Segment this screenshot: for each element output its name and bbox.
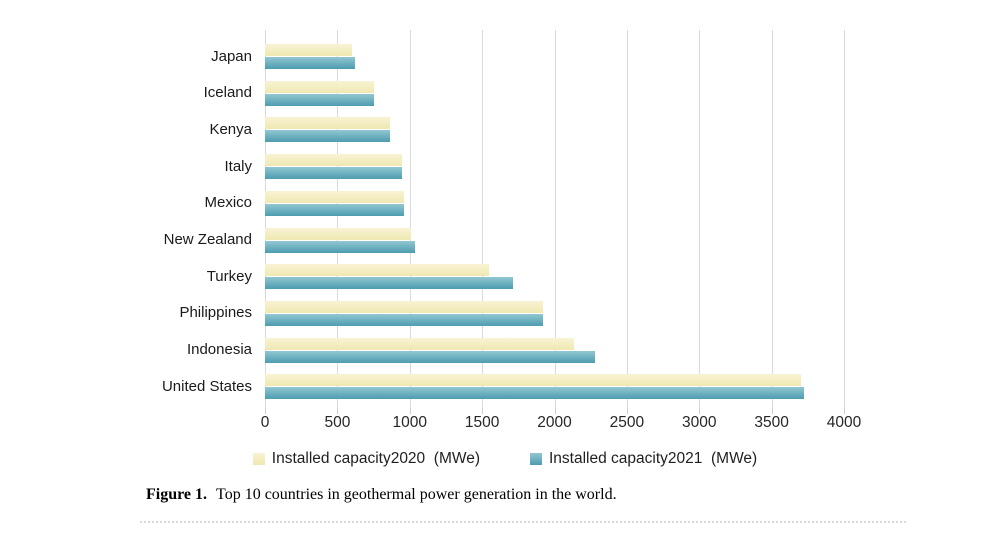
x-tick-mark-500 <box>337 408 339 414</box>
grid-line-3500 <box>771 30 773 408</box>
bar-2020-new-zealand <box>265 227 411 240</box>
category-label-mexico: Mexico <box>204 194 252 212</box>
bar-2021-turkey <box>265 277 513 290</box>
bar-2021-new-zealand <box>265 240 416 253</box>
x-tick-mark-0 <box>265 408 266 414</box>
grid-line-3000 <box>699 30 701 408</box>
dotted-divider <box>140 521 906 523</box>
legend-item-2021: Installed capacity2021 (MWe) <box>530 450 757 468</box>
category-label-turkey: Turkey <box>206 267 252 285</box>
category-label-philippines: Philippines <box>179 304 252 322</box>
plot-area <box>265 30 845 414</box>
grid-line-0 <box>265 30 266 408</box>
category-label-united-states: United States <box>161 377 252 395</box>
category-label-new-zealand: New Zealand <box>163 231 252 248</box>
chart-legend: Installed capacity2020 (MWe) Installed c… <box>150 450 860 468</box>
figure-caption-text: Top 10 countries in geothermal power gen… <box>216 486 617 503</box>
x-tick-mark-1000 <box>409 408 411 414</box>
x-tick-mark-1500 <box>482 408 484 414</box>
bar-2021-mexico <box>265 203 405 216</box>
bar-2020-turkey <box>265 264 490 277</box>
bar-2021-kenya <box>265 130 390 143</box>
category-label-indonesia: Indonesia <box>186 341 252 359</box>
bar-2020-iceland <box>265 80 375 93</box>
grid-line-4000 <box>844 30 845 408</box>
bar-2020-italy <box>265 154 402 167</box>
x-tick-label-1000: 1000 <box>392 414 428 431</box>
x-tick-label-500: 500 <box>324 414 351 431</box>
bar-2020-philippines <box>265 300 543 313</box>
bar-2021-iceland <box>265 93 375 106</box>
x-tick-label-0: 0 <box>260 414 270 431</box>
bar-2021-philippines <box>265 313 543 326</box>
bar-2020-kenya <box>265 117 390 130</box>
x-tick-mark-2500 <box>626 408 628 414</box>
bar-2020-mexico <box>265 190 405 203</box>
category-label-italy: Italy <box>224 157 252 175</box>
x-tick-mark-3000 <box>699 408 701 414</box>
grid-line-500 <box>337 30 339 408</box>
x-tick-label-3500: 3500 <box>754 414 789 431</box>
bar-2020-japan <box>265 44 353 56</box>
legend-item-2020: Installed capacity2020 (MWe) <box>252 450 480 468</box>
legend-swatch-2021-icon <box>530 453 542 465</box>
x-tick-mark-2000 <box>554 408 556 414</box>
figure-caption-label: Figure 1. <box>146 486 208 503</box>
x-tick-label-4000: 4000 <box>826 414 862 431</box>
legend-label-2021: Installed capacity2021 (MWe) <box>549 450 758 467</box>
figure-caption: Figure 1. Top 10 countries in geothermal … <box>146 486 617 504</box>
x-tick-label-2500: 2500 <box>609 414 645 431</box>
x-tick-label-2000: 2000 <box>537 414 572 431</box>
bar-2021-japan <box>265 57 355 69</box>
bar-2021-indonesia <box>265 350 595 363</box>
bar-2020-united-states <box>265 374 801 387</box>
bar-2020-indonesia <box>265 337 574 350</box>
category-label-japan: Japan <box>211 47 252 65</box>
grid-line-1000 <box>409 30 411 408</box>
x-tick-label-1500: 1500 <box>464 414 500 431</box>
legend-swatch-2020-icon <box>252 453 265 465</box>
x-tick-label-3000: 3000 <box>682 414 717 431</box>
category-label-kenya: Kenya <box>209 120 252 138</box>
grid-line-2500 <box>626 30 628 408</box>
category-label-iceland: Iceland <box>203 84 252 102</box>
x-tick-mark-3500 <box>771 408 773 414</box>
bar-2021-italy <box>265 167 402 180</box>
x-tick-mark-4000 <box>844 408 845 414</box>
grid-line-2000 <box>554 30 556 408</box>
grid-line-1500 <box>482 30 484 408</box>
legend-label-2020: Installed capacity2020 (MWe) <box>271 450 480 467</box>
bar-2021-united-states <box>265 387 804 400</box>
